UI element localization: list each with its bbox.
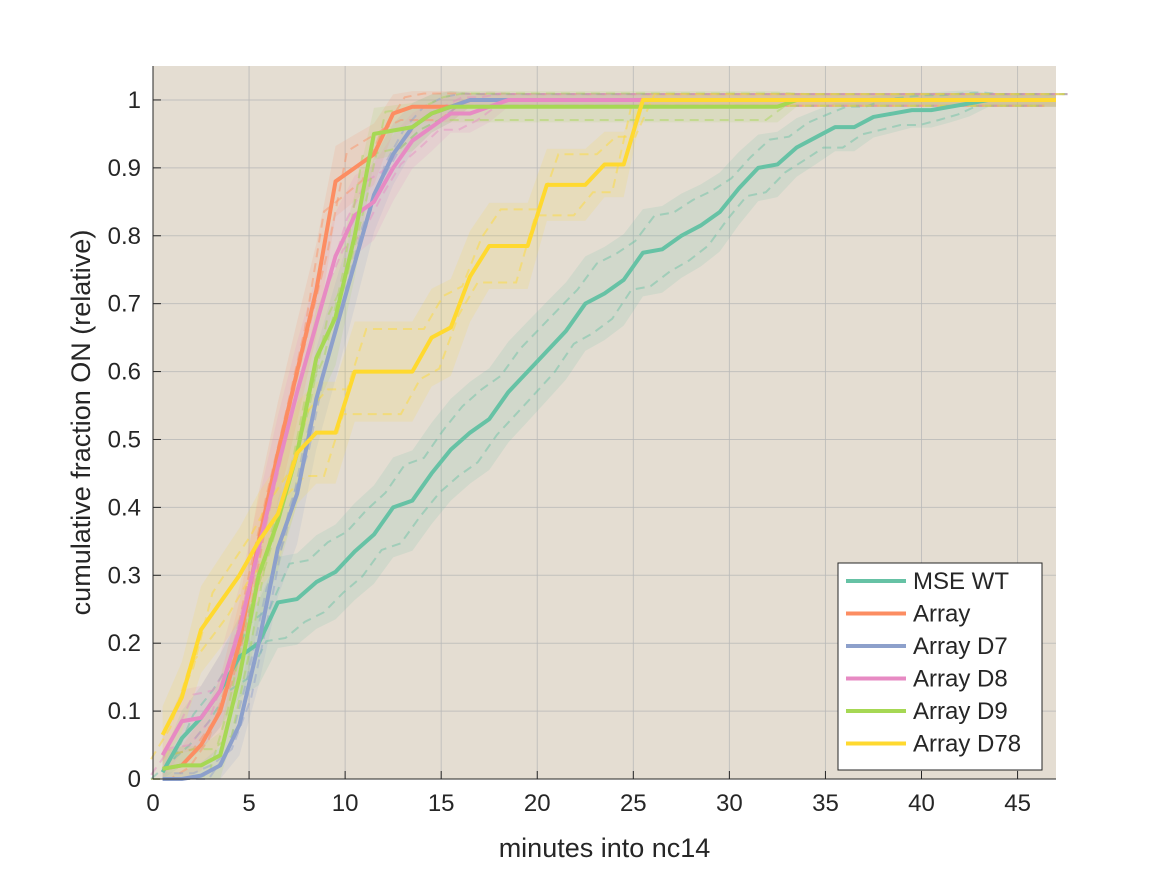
legend: MSE WT Array Array D7 Array D8 Array D9 Array…: [837, 562, 1043, 771]
x-tick-label: 15: [428, 790, 455, 817]
confidence-bands: [162, 90, 1056, 780]
y-tick-label: 1: [128, 87, 141, 114]
legend-label-array-d9: Array D9: [913, 698, 1008, 725]
legend-label-array-d7: Array D7: [913, 633, 1008, 660]
legend-label-array-d78: Array D78: [913, 731, 1021, 758]
replicate-line-array-d78-1: [173, 93, 1068, 711]
y-tick-label: 0.2: [108, 630, 141, 657]
x-tick-label: 10: [332, 790, 359, 817]
replicate-line-array-d78-2: [150, 104, 1045, 760]
axes: [152, 66, 1056, 780]
x-axis-label: minutes into nc14: [499, 833, 711, 863]
replicate-line-array-1: [173, 92, 1068, 755]
replicate-line-array-2: [151, 104, 1045, 780]
legend-label-mse-wt: MSE WT: [913, 568, 1009, 595]
y-tick-label: 0.5: [108, 426, 141, 453]
legend-label-array-d8: Array D8: [913, 666, 1008, 693]
x-tick-label: 35: [812, 790, 839, 817]
replicate-dashed-lines: [150, 91, 1068, 780]
y-tick-label: 0.9: [108, 155, 141, 182]
y-tick-label: 0: [128, 766, 141, 793]
legend-label-array: Array: [913, 601, 970, 628]
tick-labels: 0 5 10 15 20 25 30 35 40 45 0 0.1 0.2 0.3 0.4 0.5 0.6 0.7…: [108, 87, 1031, 817]
replicate-line-array-d8-2: [150, 104, 1045, 776]
replicate-line-mse-wt-1: [173, 91, 1068, 760]
grid-lines: [152, 66, 1056, 780]
x-tick-label: 20: [524, 790, 551, 817]
replicate-line-array-d9-1: [173, 92, 1068, 755]
replicate-line-array-d9-2: [151, 104, 1045, 780]
x-tick-label: 25: [620, 790, 647, 817]
y-tick-label: 0.3: [108, 562, 141, 589]
series-line-array-d8: [160, 97, 1056, 757]
x-tick-label: 5: [242, 790, 255, 817]
band-array-d78: [162, 93, 1056, 764]
y-tick-label: 0.6: [108, 359, 141, 386]
y-tick-label: 0.8: [108, 223, 141, 250]
x-tick-label: 0: [146, 790, 159, 817]
x-tick-label: 40: [908, 790, 935, 817]
legend-box: [837, 562, 1043, 771]
series-lines: [160, 97, 1056, 781]
x-tick-label: 45: [1004, 790, 1031, 817]
y-tick-label: 0.7: [108, 291, 141, 318]
series-line-array-d9: [162, 97, 1056, 771]
replicate-line-array-d7-1: [174, 92, 1068, 775]
y-tick-label: 0.1: [108, 698, 141, 725]
series-line-mse-wt: [160, 97, 1056, 774]
replicate-line-mse-wt-2: [150, 104, 1045, 780]
x-tick-label: 30: [716, 790, 743, 817]
series-line-array-d78: [160, 97, 1056, 736]
y-tick-label: 0.4: [108, 494, 141, 521]
y-axis-label: cumulative fraction ON (relative): [66, 230, 96, 616]
